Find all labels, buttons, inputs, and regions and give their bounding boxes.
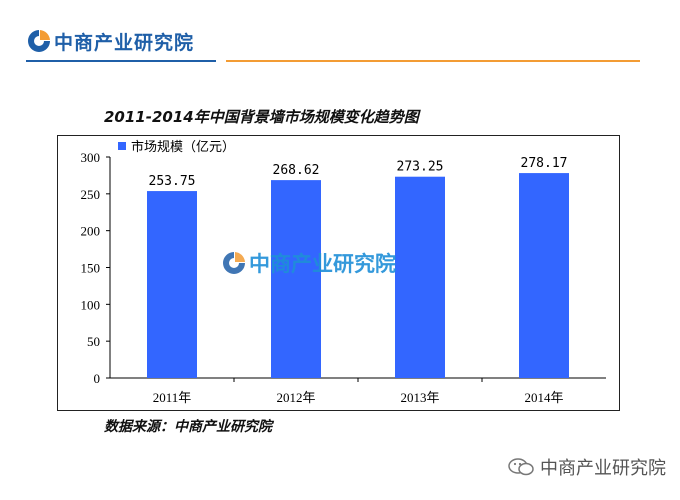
bar <box>147 191 197 378</box>
bar <box>519 173 569 378</box>
chart-title: 2011-2014年中国背景墙市场规模变化趋势图 <box>104 108 419 126</box>
bar-data-label: 273.25 <box>397 160 444 175</box>
y-tick-label: 100 <box>81 297 101 312</box>
footer-brand: 中商产业研究院 <box>508 454 666 480</box>
x-tick-label: 2012年 <box>276 390 315 405</box>
bar <box>271 180 321 378</box>
x-tick-label: 2013年 <box>400 390 439 405</box>
watermark-text: 中商产业研究院 <box>249 252 396 276</box>
y-tick-label: 300 <box>81 150 101 165</box>
x-tick-label: 2014年 <box>524 390 563 405</box>
wechat-icon <box>508 458 534 476</box>
logo: 中商产业研究院 <box>26 26 194 56</box>
logo-brand-text: 中商产业研究院 <box>54 31 195 54</box>
y-tick-label: 250 <box>81 187 101 202</box>
source-note: 数据来源：中商产业研究院 <box>104 419 272 435</box>
bar-chart: 0 50 100 150 200 250 300 253.75 2011年 268.62 2012年… <box>81 139 606 405</box>
bar-data-label: 268.62 <box>273 163 320 178</box>
legend-label: 市场规模（亿元） <box>131 139 235 155</box>
legend-swatch <box>118 142 126 150</box>
chart-frame: 0 50 100 150 200 250 300 253.75 2011年 268.62 2012年… <box>57 135 620 411</box>
header-rule-blue <box>26 60 216 62</box>
y-tick-label: 200 <box>81 224 101 239</box>
bar-data-label: 253.75 <box>149 174 196 189</box>
logo-mark-icon <box>28 30 50 52</box>
y-tick-label: 50 <box>87 334 100 349</box>
bar <box>395 176 445 378</box>
watermark-icon <box>223 252 245 274</box>
y-tick-label: 150 <box>81 261 101 276</box>
header-rule-orange <box>226 60 640 62</box>
bar-data-label: 278.17 <box>521 156 568 171</box>
y-tick-label: 0 <box>94 371 101 386</box>
x-tick-label: 2011年 <box>153 390 192 405</box>
footer-brand-text: 中商产业研究院 <box>540 458 666 479</box>
